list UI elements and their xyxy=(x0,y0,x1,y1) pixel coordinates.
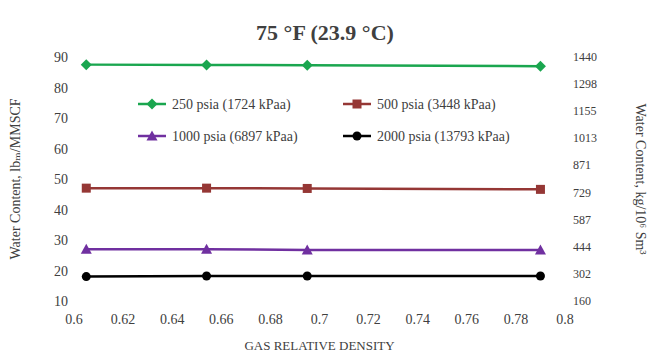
y2-tick-label: 871 xyxy=(573,158,591,172)
point xyxy=(202,184,211,193)
y-tick xyxy=(71,118,74,119)
y2-tick-label: 587 xyxy=(573,213,591,227)
point xyxy=(201,59,212,70)
x-tick xyxy=(172,301,173,304)
y2-tick-label: 160 xyxy=(573,294,591,308)
series-line xyxy=(86,275,540,278)
y-tick-label: 10 xyxy=(54,294,68,309)
x-tick-label: 0.78 xyxy=(504,312,529,327)
legend-label: 2000 psia (13793 kPaa) xyxy=(377,129,510,145)
point xyxy=(303,271,312,280)
x-tick xyxy=(368,301,369,304)
x-tick-label: 0.7 xyxy=(311,312,329,327)
y2-tick-label: 444 xyxy=(573,240,591,254)
point xyxy=(535,245,546,255)
y-tick xyxy=(71,148,74,149)
x-tick-label: 0.68 xyxy=(258,312,283,327)
y2-tick xyxy=(565,138,568,139)
x-tick-label: 0.74 xyxy=(405,312,430,327)
y2-tick xyxy=(565,57,568,58)
y-tick xyxy=(71,301,74,302)
y-tick-label: 50 xyxy=(54,172,68,187)
y2-tick-label: 1155 xyxy=(573,104,597,118)
point xyxy=(201,244,212,254)
title: 75 °F (23.9 °C) xyxy=(256,20,394,45)
y2-tick-label: 1013 xyxy=(573,131,597,145)
x-tick-label: 0.62 xyxy=(111,312,136,327)
point xyxy=(81,244,92,254)
x-tick xyxy=(565,301,566,304)
point xyxy=(82,184,91,193)
y2-tick xyxy=(565,301,568,302)
x-tick xyxy=(123,301,124,304)
x-tick-label: 0.6 xyxy=(65,312,83,327)
x-tick xyxy=(417,301,418,304)
legend: 250 psia (1724 kPaa) 500 psia (3448 kPaa)… xyxy=(138,97,510,145)
y2-axis-title: Water Content, kg/10⁶ Sm³ xyxy=(633,103,648,254)
y-tick-label: 40 xyxy=(54,203,68,218)
x-tick xyxy=(270,301,271,304)
y2-tick xyxy=(565,219,568,220)
y-tick xyxy=(71,209,74,210)
legend-marker xyxy=(147,99,158,110)
series-line xyxy=(86,65,540,67)
legend-label: 500 psia (3448 kPaa) xyxy=(377,97,496,113)
y2-tick xyxy=(565,246,568,247)
y-tick-label: 70 xyxy=(54,111,68,126)
series-line xyxy=(86,248,540,251)
x-tick xyxy=(466,301,467,304)
x-tick-label: 0.64 xyxy=(160,312,185,327)
y2-tick-label: 729 xyxy=(573,186,591,200)
y2-tick xyxy=(565,84,568,85)
y-tick xyxy=(71,57,74,58)
x-tick xyxy=(221,301,222,304)
y-tick xyxy=(71,240,74,241)
y2-tick xyxy=(565,165,568,166)
x-tick xyxy=(74,301,75,304)
background xyxy=(0,0,652,364)
x-axis-title: GAS RELATIVE DENSITY xyxy=(244,338,395,353)
y2-tick xyxy=(565,192,568,193)
point xyxy=(303,184,312,193)
y-tick-label: 90 xyxy=(54,50,68,65)
point xyxy=(82,272,91,281)
y-tick-label: 30 xyxy=(54,233,68,248)
point xyxy=(536,185,545,194)
y-tick-label: 20 xyxy=(54,264,68,279)
x-tick-label: 0.76 xyxy=(455,312,480,327)
y2-tick-label: 1298 xyxy=(573,77,597,91)
y2-tick xyxy=(565,111,568,112)
x-tick xyxy=(319,301,320,304)
point xyxy=(535,61,546,72)
legend-marker xyxy=(147,131,158,141)
series-line xyxy=(86,188,540,189)
chart: 75 °F (23.9 °C) 0.6 0.62 0.64 0.66 0.68 0.7 0.7… xyxy=(0,0,652,364)
plot-area xyxy=(81,59,546,281)
legend-marker xyxy=(353,100,362,109)
y2-tick-label: 302 xyxy=(573,267,591,281)
point xyxy=(536,271,545,280)
legend-label: 1000 psia (6897 kPaa) xyxy=(172,129,298,145)
y2-tick-label: 1440 xyxy=(573,50,597,64)
x-tick-label: 0.72 xyxy=(356,312,381,327)
y-tick-label: 60 xyxy=(54,142,68,157)
y-tick-label: 80 xyxy=(54,81,68,96)
y-tick xyxy=(71,270,74,271)
y-tick xyxy=(71,87,74,88)
legend-marker xyxy=(353,132,362,141)
point xyxy=(81,59,92,70)
point xyxy=(202,271,211,280)
point xyxy=(302,245,313,255)
x-tick-label: 0.66 xyxy=(209,312,234,327)
y-axis-title: Water Content, lbₘ/MMSCF xyxy=(8,98,23,259)
x-tick xyxy=(515,301,516,304)
legend-label: 250 psia (1724 kPaa) xyxy=(172,97,291,113)
point xyxy=(302,60,313,71)
y2-tick xyxy=(565,273,568,274)
x-tick-label: 0.8 xyxy=(556,312,574,327)
y-tick xyxy=(71,179,74,180)
